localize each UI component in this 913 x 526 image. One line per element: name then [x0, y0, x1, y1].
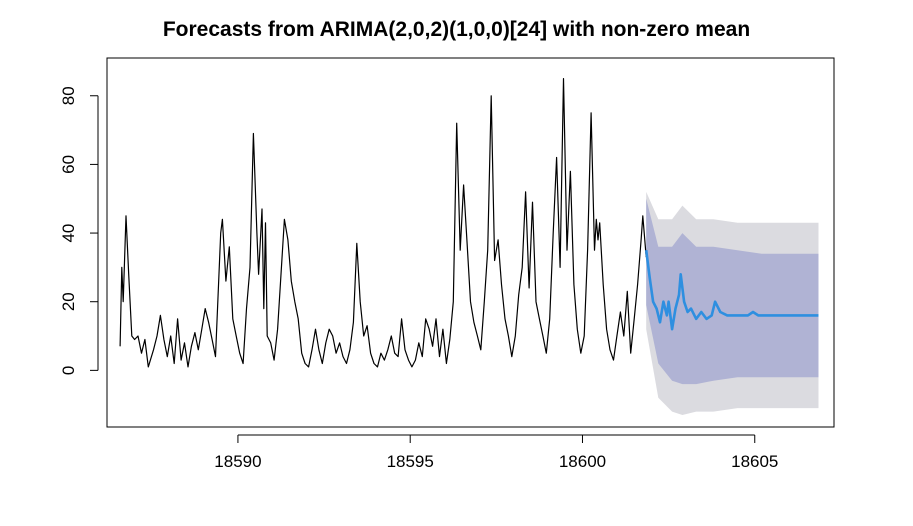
observed-series-line [119, 77, 647, 368]
y-tick-label: 60 [59, 155, 78, 174]
axes: 18590 18595 18600 18605 0 20 40 60 80 [59, 86, 778, 471]
x-tick-label: 18590 [214, 452, 261, 471]
x-tick-label: 18595 [387, 452, 434, 471]
y-tick-label: 0 [59, 366, 78, 375]
prediction-interval-80 [646, 198, 819, 385]
y-tick-label: 40 [59, 224, 78, 243]
x-tick-label: 18600 [559, 452, 606, 471]
interval-bands [646, 191, 819, 415]
chart-title: Forecasts from ARIMA(2,0,2)(1,0,0)[24] w… [162, 18, 751, 41]
forecast-series-line [644, 250, 819, 331]
series-lines [119, 77, 819, 368]
plot-frame [106, 57, 835, 428]
x-tick-label: 18605 [731, 452, 778, 471]
y-tick-label: 20 [59, 292, 78, 311]
y-tick-label: 80 [59, 86, 78, 105]
